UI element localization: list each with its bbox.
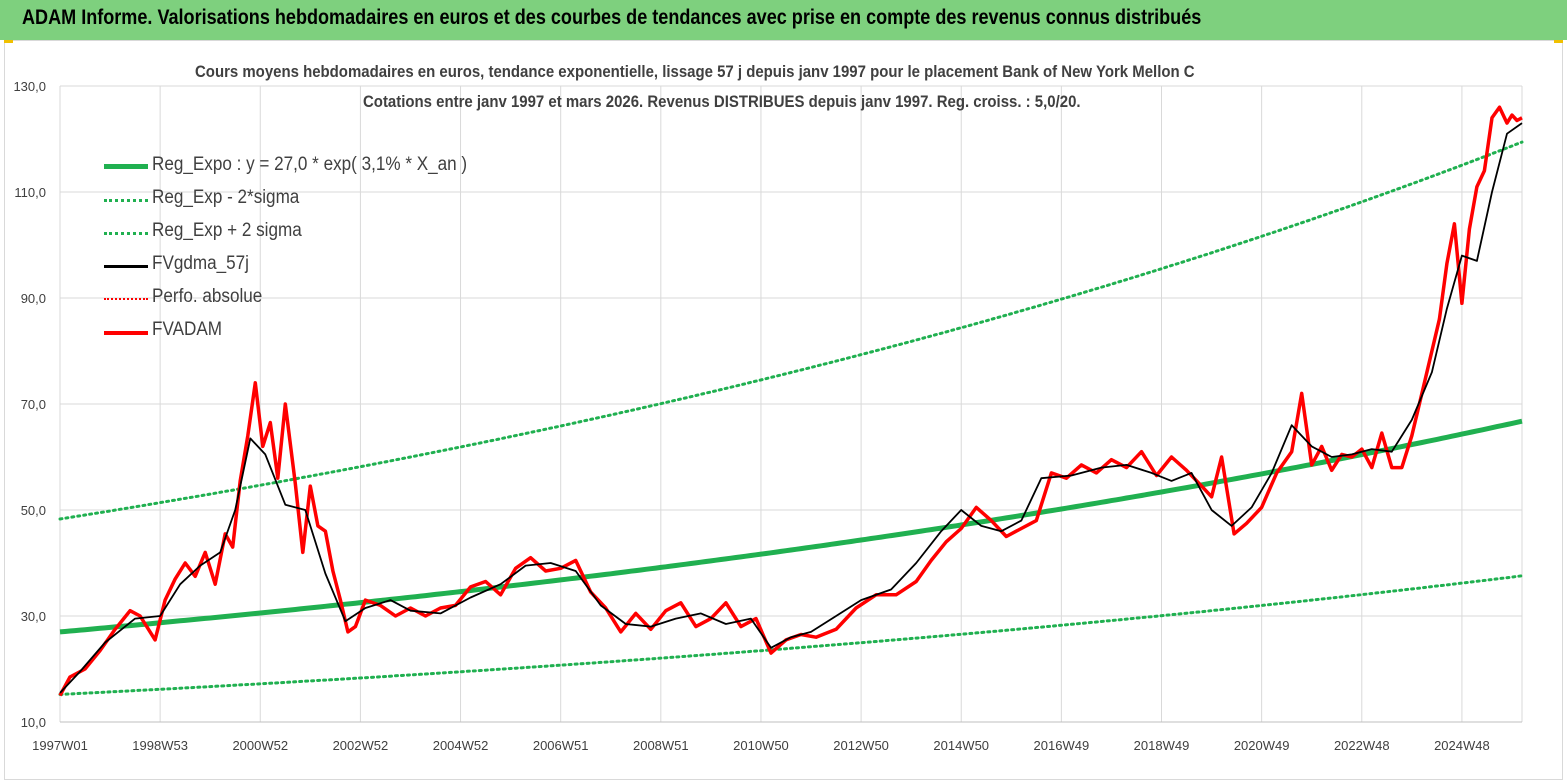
legend-swatch: [104, 164, 148, 169]
legend-swatch: [104, 265, 148, 268]
x-tick-label: 2000W52: [232, 738, 288, 753]
y-tick-label: 110,0: [14, 185, 46, 200]
report-title: ADAM Informe. Valorisations hebdomadaire…: [22, 6, 1202, 29]
legend-label: FVgdma_57j: [152, 253, 249, 274]
series-fvgdma-57j: [59, 122, 1523, 694]
legend-swatch: [104, 331, 148, 335]
legend-swatch: [104, 232, 148, 235]
y-tick-label: 70,0: [21, 397, 46, 412]
y-axis: 10,0 30,0 50,0 70,0 90,0 110,0 130,0: [13, 79, 46, 730]
x-tick-label: 2016W49: [1034, 738, 1090, 753]
legend-label: Perfo. absolue: [152, 286, 263, 307]
report-banner: ADAM Informe. Valorisations hebdomadaire…: [0, 0, 1567, 40]
chart-frame: [4, 40, 1563, 780]
x-tick-label: 2020W49: [1234, 738, 1290, 753]
series-reg-exp-plus-2sigma: [58, 140, 1524, 521]
legend-label: Reg_Exp - 2*sigma: [152, 187, 300, 208]
series-layer: [58, 105, 1524, 697]
x-tick-label: 2018W49: [1134, 738, 1190, 753]
x-tick-label: 2004W52: [433, 738, 489, 753]
x-tick-label: 2014W50: [933, 738, 989, 753]
legend-label: Reg_Exp + 2 sigma: [152, 220, 302, 241]
x-tick-label: 1998W53: [132, 738, 188, 753]
y-tick-label: 50,0: [21, 503, 46, 518]
chart-title-line-2: Cotations entre janv 1997 et mars 2026. …: [363, 92, 1081, 111]
y-tick-label: 10,0: [21, 715, 46, 730]
x-tick-label: 2002W52: [333, 738, 389, 753]
frame-corner-marker: [4, 40, 13, 43]
legend-label: FVADAM: [152, 319, 222, 340]
legend-swatch: [104, 298, 148, 300]
legend-label: Reg_Expo : y = 27,0 * exp( 3,1% * X_an ): [152, 154, 468, 175]
x-axis: 1997W01 1998W53 2000W52 2002W52 2004W52 2006W…: [32, 721, 1522, 753]
frame-corner-marker: [1554, 40, 1563, 43]
x-tick-label: 2010W50: [733, 738, 789, 753]
y-tick-label: 30,0: [21, 609, 46, 624]
x-tick-label: 2022W48: [1334, 738, 1390, 753]
legend-swatch: [104, 199, 148, 202]
y-tick-label: 130,0: [13, 79, 46, 94]
series-reg-exp-minus-2sigma: [58, 574, 1524, 696]
x-tick-label: 2008W51: [633, 738, 689, 753]
x-tick-label: 1997W01: [32, 738, 88, 753]
y-tick-label: 90,0: [21, 291, 46, 306]
chart-title-line-1: Cours moyens hebdomadaires en euros, ten…: [195, 62, 1195, 81]
x-tick-label: 2006W51: [533, 738, 589, 753]
x-tick-label: 2024W48: [1434, 738, 1490, 753]
x-tick-label: 2012W50: [833, 738, 889, 753]
